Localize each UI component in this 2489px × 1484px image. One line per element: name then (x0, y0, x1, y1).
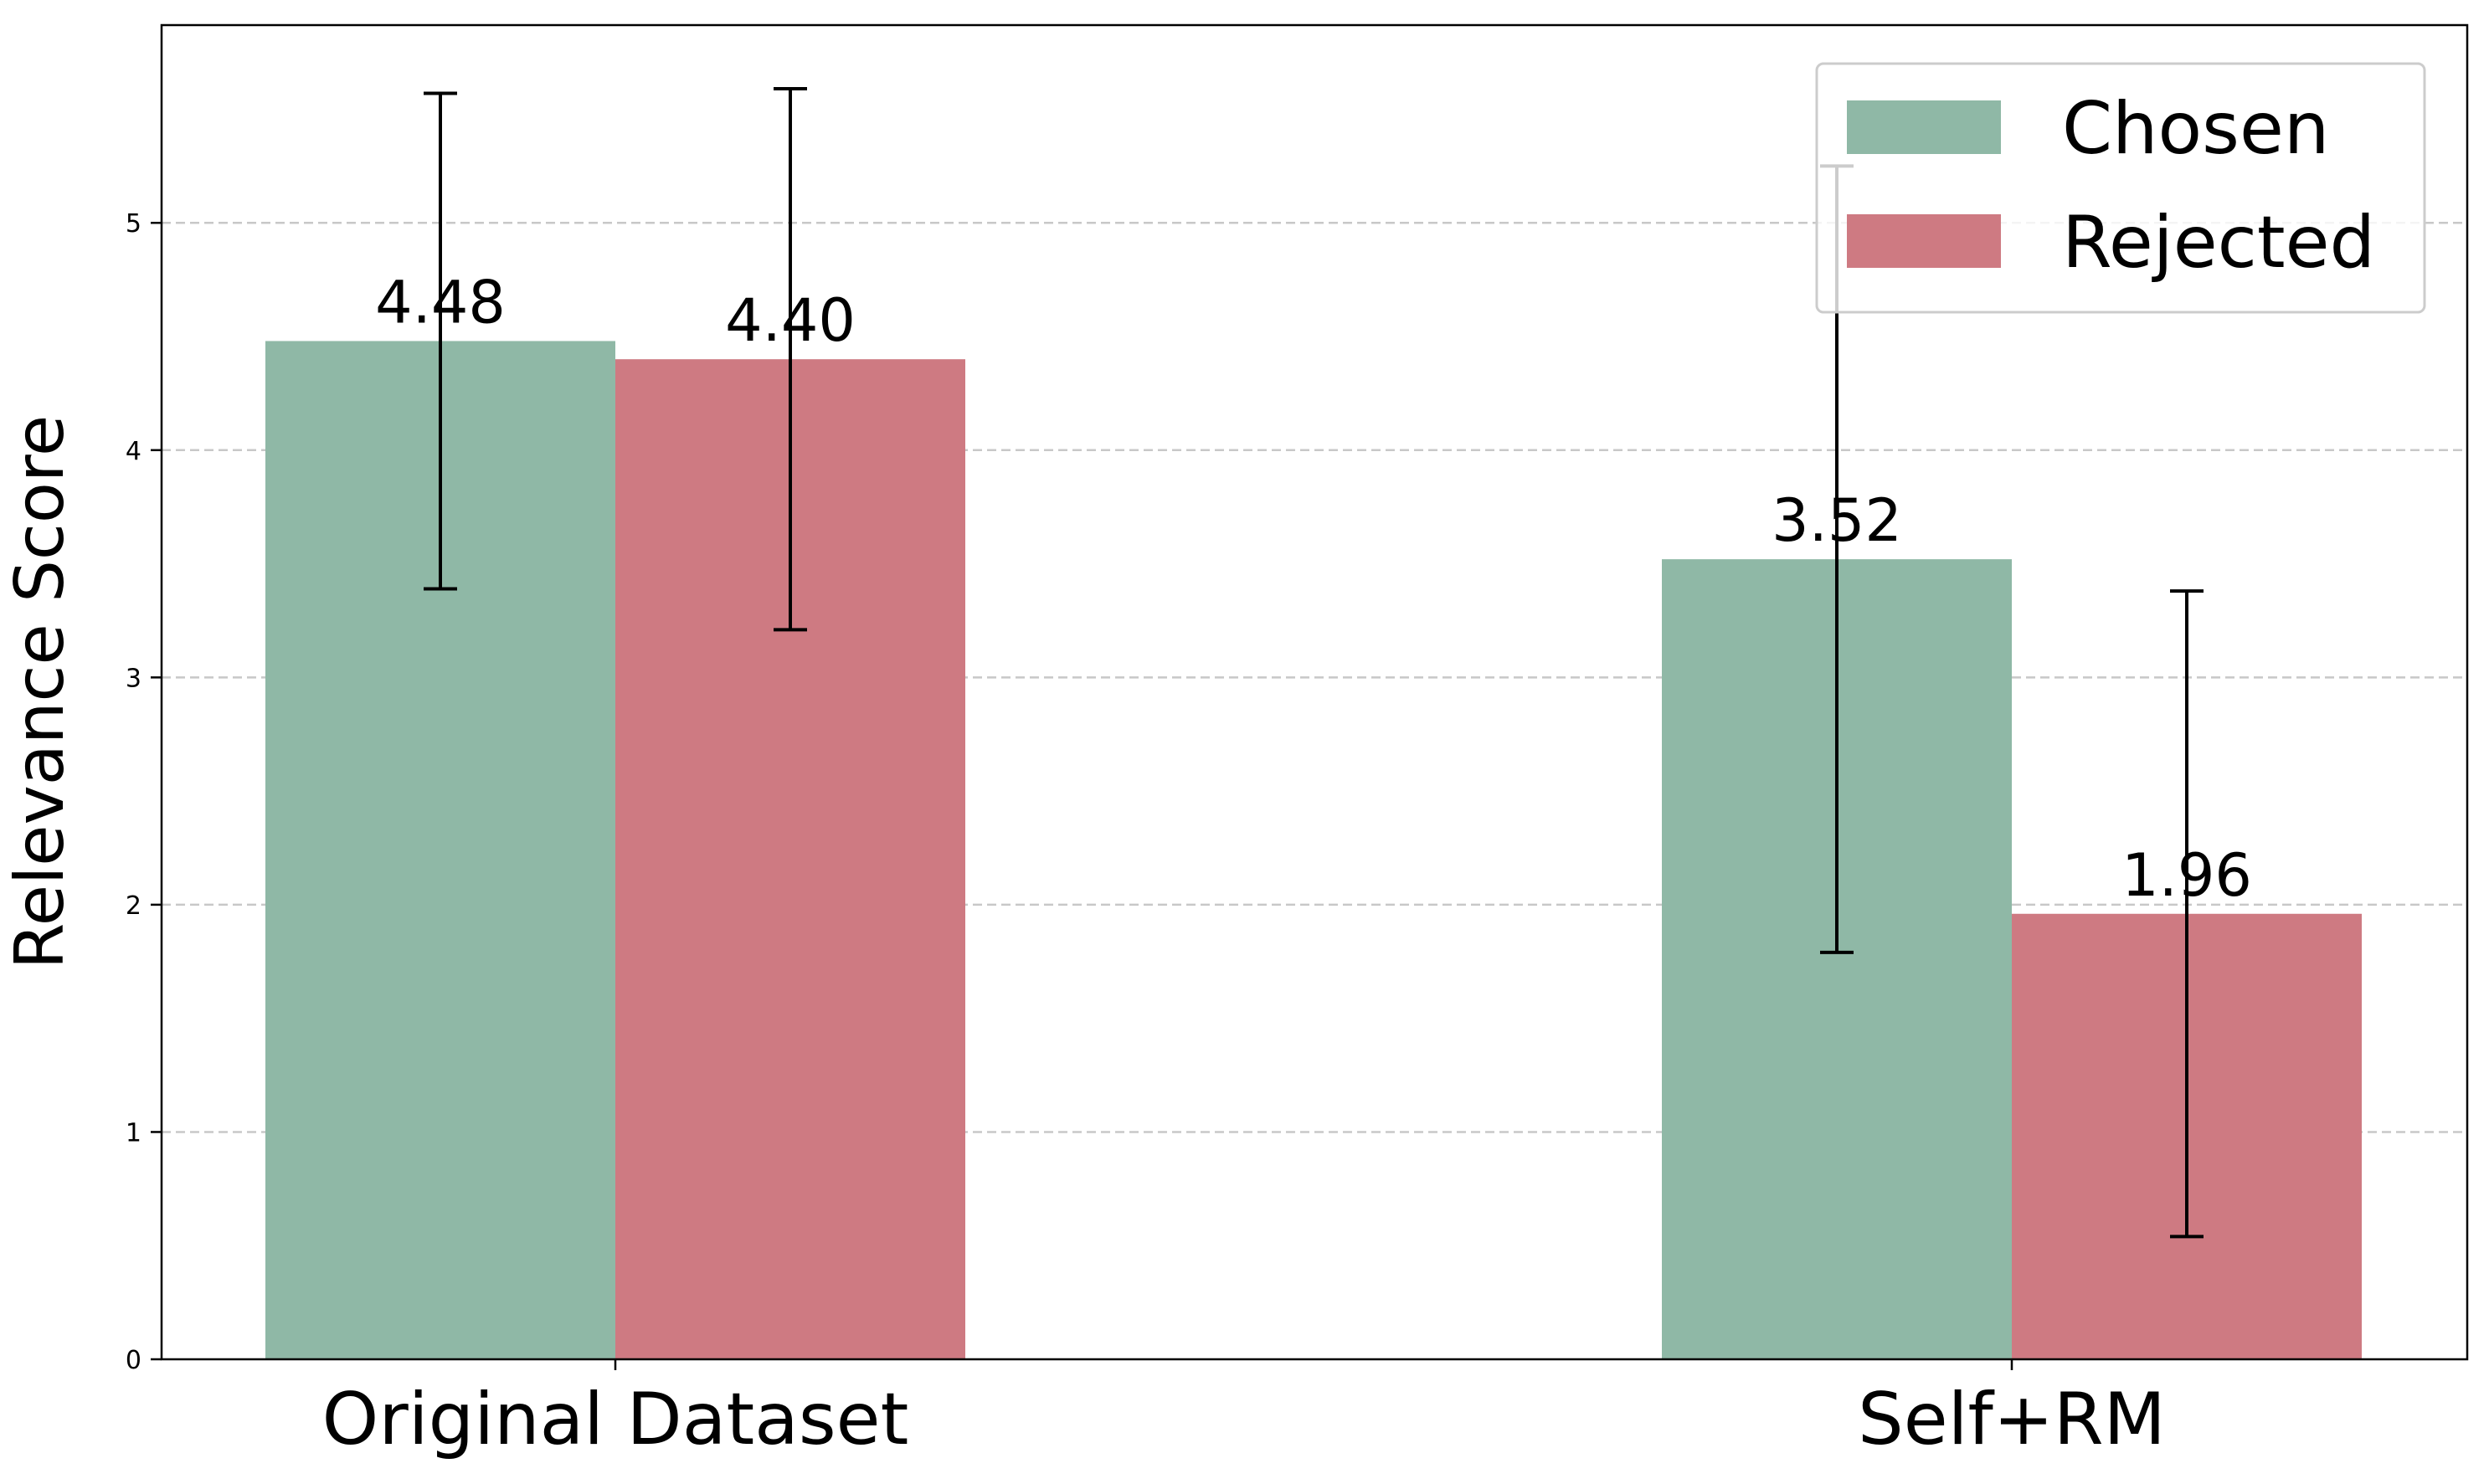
x-tick-label-1: Self+RM (1858, 1378, 2166, 1461)
x-tick-label-0: Original Dataset (322, 1378, 909, 1461)
value-labels: 4.48 3.52 4.40 1.96 (375, 268, 2252, 909)
y-tick-label-5: 5 (126, 209, 141, 239)
y-tick-label-2: 2 (126, 891, 141, 921)
y-axis-title: Relevance Score (1, 415, 79, 969)
y-tick-label-3: 3 (126, 664, 141, 693)
legend-label-chosen: Chosen (2062, 87, 2329, 171)
plot-frame (160, 23, 2469, 1361)
value-label-rejected-1: 1.96 (2121, 841, 2252, 910)
y-tick-label-1: 1 (126, 1118, 141, 1148)
value-label-rejected-0: 4.40 (725, 286, 856, 355)
legend-swatch-rejected (1847, 214, 2001, 268)
axes: 0 1 2 3 4 5 Original Dataset Self+RM (126, 23, 2469, 1461)
bars (265, 341, 2362, 1360)
legend-label-rejected: Rejected (2062, 201, 2375, 285)
y-tick-label-0: 0 (126, 1346, 141, 1375)
value-label-chosen-0: 4.48 (375, 268, 506, 336)
legend-swatch-chosen (1847, 100, 2001, 154)
value-label-chosen-1: 3.52 (1772, 486, 1902, 555)
legend: Chosen Rejected (1815, 62, 2426, 314)
y-tick-label-4: 4 (126, 437, 141, 466)
